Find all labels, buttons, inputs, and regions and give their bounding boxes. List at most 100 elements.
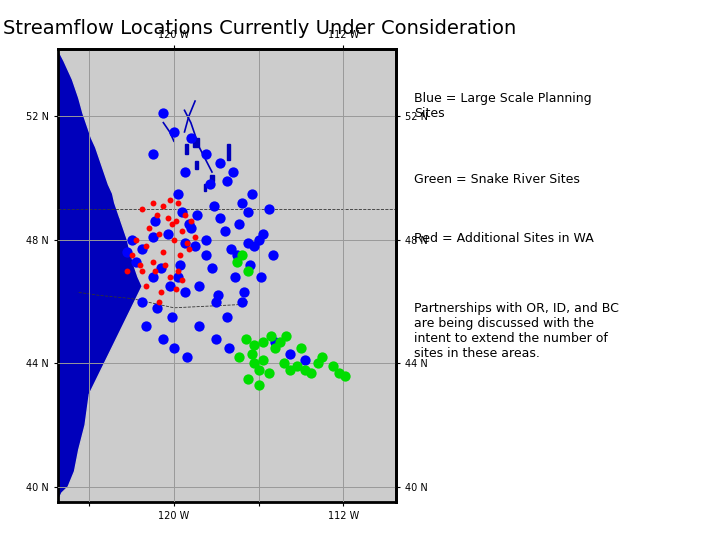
Point — [248, 341, 260, 349]
Point — [164, 195, 176, 204]
Point — [230, 273, 241, 281]
Point — [181, 239, 192, 247]
Point — [280, 331, 292, 340]
Text: Red = Additional Sites in WA: Red = Additional Sites in WA — [414, 232, 594, 245]
Point — [172, 266, 184, 275]
Point — [179, 288, 190, 296]
Point — [236, 251, 248, 260]
Point — [268, 251, 279, 260]
Point — [244, 260, 256, 269]
Text: Streamflow Locations Currently Under Consideration: Streamflow Locations Currently Under Con… — [3, 19, 516, 38]
Point — [238, 288, 249, 296]
Point — [194, 282, 205, 291]
Point — [136, 245, 148, 253]
Point — [270, 343, 282, 352]
Point — [185, 134, 197, 143]
Point — [136, 266, 148, 275]
Point — [174, 260, 186, 269]
Point — [253, 381, 264, 389]
Point — [122, 266, 133, 275]
Point — [183, 220, 194, 229]
Point — [284, 365, 296, 374]
Point — [242, 374, 253, 383]
Point — [143, 223, 154, 232]
Point — [248, 359, 260, 368]
Point — [236, 298, 248, 306]
Point — [147, 257, 158, 266]
Point — [158, 109, 169, 118]
Polygon shape — [204, 184, 206, 191]
Point — [208, 201, 220, 210]
Text: Green = Snake River Sites: Green = Snake River Sites — [414, 173, 580, 186]
Text: Partnerships with OR, ID, and BC
are being discussed with the
intent to extend t: Partnerships with OR, ID, and BC are bei… — [414, 302, 619, 360]
Point — [255, 273, 266, 281]
Point — [339, 372, 351, 380]
Point — [240, 334, 251, 343]
Point — [246, 190, 258, 198]
Point — [210, 298, 222, 306]
Point — [174, 251, 186, 260]
Point — [219, 226, 230, 235]
Point — [242, 239, 253, 247]
Point — [179, 168, 190, 177]
Point — [149, 266, 161, 275]
Point — [215, 214, 226, 222]
Point — [221, 177, 233, 186]
Point — [278, 359, 289, 368]
Point — [140, 282, 152, 291]
Point — [221, 313, 233, 321]
Point — [130, 257, 142, 266]
Point — [284, 350, 296, 359]
Point — [257, 356, 269, 364]
Point — [179, 211, 190, 220]
Point — [170, 217, 181, 226]
Text: Blue = Large Scale Planning
Sites: Blue = Large Scale Planning Sites — [414, 92, 592, 120]
Point — [300, 356, 311, 364]
Point — [232, 251, 243, 260]
Point — [257, 230, 269, 238]
Point — [158, 201, 169, 210]
Point — [162, 214, 174, 222]
Point — [327, 362, 338, 371]
Point — [194, 322, 205, 330]
Polygon shape — [210, 175, 214, 181]
Point — [151, 303, 163, 312]
Point — [183, 245, 194, 253]
Point — [200, 149, 212, 158]
Point — [242, 266, 253, 275]
Point — [172, 273, 184, 281]
Point — [135, 260, 146, 269]
Point — [333, 368, 345, 377]
Point — [147, 233, 158, 241]
Point — [153, 230, 165, 238]
Point — [170, 285, 181, 294]
Point — [200, 251, 212, 260]
Point — [179, 239, 190, 247]
Point — [189, 233, 201, 241]
Point — [147, 199, 158, 207]
Point — [236, 199, 248, 207]
Point — [172, 199, 184, 207]
Point — [168, 343, 180, 352]
Point — [172, 190, 184, 198]
Point — [130, 235, 142, 244]
Polygon shape — [114, 218, 118, 225]
Point — [166, 220, 178, 229]
Polygon shape — [110, 234, 125, 277]
Point — [164, 273, 176, 281]
Point — [204, 180, 216, 188]
Point — [232, 257, 243, 266]
Point — [274, 338, 285, 346]
Point — [176, 226, 188, 235]
Point — [185, 217, 197, 226]
Point — [136, 205, 148, 213]
Point — [122, 248, 133, 256]
Point — [234, 353, 246, 361]
Point — [225, 245, 237, 253]
Point — [264, 205, 275, 213]
Point — [158, 334, 169, 343]
Point — [140, 242, 152, 251]
Point — [176, 208, 188, 217]
Point — [257, 338, 269, 346]
Polygon shape — [227, 144, 230, 160]
